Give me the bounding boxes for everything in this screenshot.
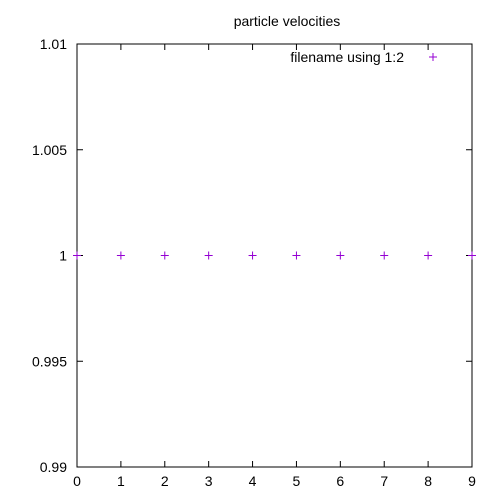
x-axis: 0 1 2 3 4 5 6 7 8 9 — [73, 44, 476, 489]
x-tick-label-6: 6 — [336, 473, 344, 489]
x-tick-label-4: 4 — [249, 473, 257, 489]
data-point-0-6 — [336, 251, 345, 260]
data-point-0-7 — [380, 251, 389, 260]
data-points — [73, 251, 476, 260]
x-tick-label-1: 1 — [117, 473, 125, 489]
data-point-0-5 — [292, 251, 301, 260]
y-tick-label-4: 0.99 — [40, 459, 67, 475]
x-tick-label-3: 3 — [205, 473, 213, 489]
y-tick-label-2: 1 — [59, 248, 67, 264]
x-tick-label-0: 0 — [73, 473, 81, 489]
chart-title: particle velocities — [234, 13, 341, 29]
x-tick-label-8: 8 — [424, 473, 432, 489]
legend-marker-plus — [429, 53, 437, 61]
data-point-0-2 — [160, 251, 169, 260]
x-tick-label-2: 2 — [161, 473, 169, 489]
data-point-0-0 — [73, 251, 81, 260]
legend-label: filename using 1:2 — [290, 49, 404, 65]
legend-marker — [429, 53, 437, 61]
x-tick-label-5: 5 — [293, 473, 301, 489]
data-point-0-8 — [424, 251, 433, 260]
y-tick-label-0: 1.01 — [40, 36, 67, 52]
y-tick-label-3: 0.995 — [32, 353, 67, 369]
data-point-0-9 — [468, 251, 476, 260]
y-axis: 1.01 1.005 1 0.995 0.99 — [32, 36, 472, 475]
plot-frame — [76, 43, 473, 468]
y-tick-label-1: 1.005 — [32, 142, 67, 158]
data-point-0-4 — [248, 251, 257, 260]
data-point-0-1 — [116, 251, 125, 260]
data-point-0-3 — [204, 251, 213, 260]
legend: filename using 1:2 — [290, 49, 437, 65]
x-tick-label-7: 7 — [380, 473, 388, 489]
x-tick-label-9: 9 — [468, 473, 476, 489]
